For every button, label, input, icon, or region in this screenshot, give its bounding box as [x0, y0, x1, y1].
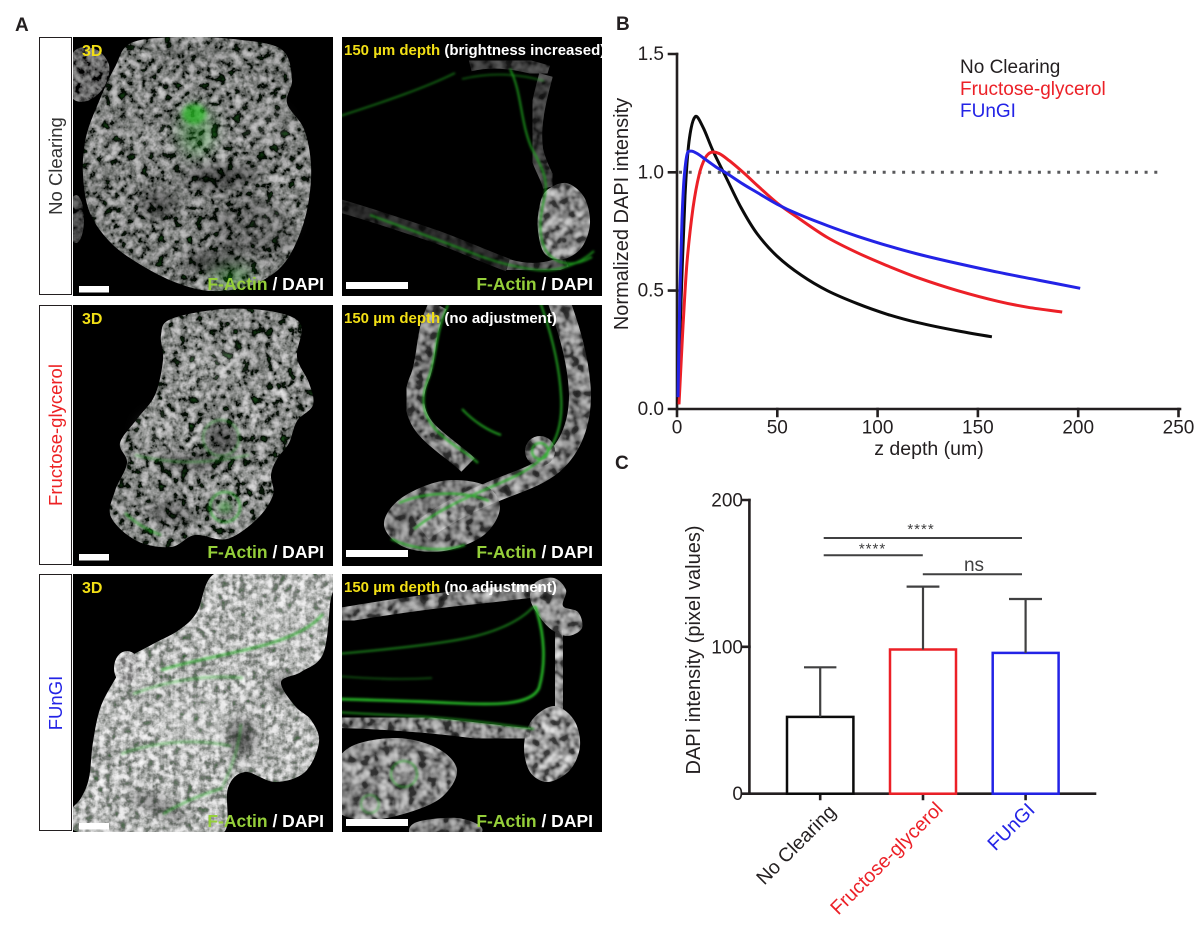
svg-text:150 µm depth (no adjustment): 150 µm depth (no adjustment)	[344, 579, 557, 596]
svg-text:1.5: 1.5	[638, 44, 664, 65]
svg-text:200: 200	[711, 491, 743, 512]
svg-text:0: 0	[672, 418, 683, 439]
svg-text:****: ****	[907, 521, 934, 538]
svg-text:F-Actin / DAPI: F-Actin / DAPI	[476, 811, 593, 831]
svg-text:100: 100	[862, 418, 894, 439]
svg-text:z depth (um): z depth (um)	[874, 438, 983, 460]
svg-text:F-Actin / DAPI: F-Actin / DAPI	[476, 542, 593, 562]
svg-text:0.0: 0.0	[638, 399, 664, 420]
svg-text:F-Actin / DAPI: F-Actin / DAPI	[207, 542, 324, 562]
svg-text:50: 50	[767, 418, 788, 439]
svg-text:3D: 3D	[82, 311, 102, 328]
svg-text:FUnGI: FUnGI	[960, 101, 1016, 122]
svg-text:****: ****	[859, 541, 886, 558]
svg-text:No Clearing: No Clearing	[960, 57, 1060, 78]
svg-text:FUnGI: FUnGI	[983, 799, 1039, 855]
svg-text:0: 0	[732, 784, 743, 805]
svg-text:150: 150	[962, 418, 994, 439]
svg-text:Fructose-glycerol: Fructose-glycerol	[960, 79, 1106, 100]
svg-text:100: 100	[711, 637, 743, 658]
svg-text:No Clearing: No Clearing	[752, 801, 840, 889]
svg-text:F-Actin / DAPI: F-Actin / DAPI	[207, 274, 324, 294]
svg-text:250: 250	[1163, 418, 1195, 439]
svg-text:Fructose-glycerol: Fructose-glycerol	[826, 798, 947, 919]
svg-text:ns: ns	[964, 555, 984, 576]
svg-text:3D: 3D	[82, 580, 102, 597]
svg-text:0.5: 0.5	[638, 281, 664, 302]
svg-text:150 µm depth (no adjustment): 150 µm depth (no adjustment)	[344, 310, 557, 327]
svg-text:1.0: 1.0	[638, 163, 664, 184]
svg-text:200: 200	[1062, 418, 1094, 439]
svg-text:DAPI intensity (pixel values): DAPI intensity (pixel values)	[683, 526, 705, 775]
svg-text:F-Actin / DAPI: F-Actin / DAPI	[207, 811, 324, 831]
svg-text:F-Actin / DAPI: F-Actin / DAPI	[476, 274, 593, 294]
svg-text:150 µm depth (brightness incre: 150 µm depth (brightness increased)	[344, 42, 602, 59]
svg-text:Normalized DAPI intensity: Normalized DAPI intensity	[611, 98, 633, 330]
svg-text:3D: 3D	[82, 43, 102, 60]
